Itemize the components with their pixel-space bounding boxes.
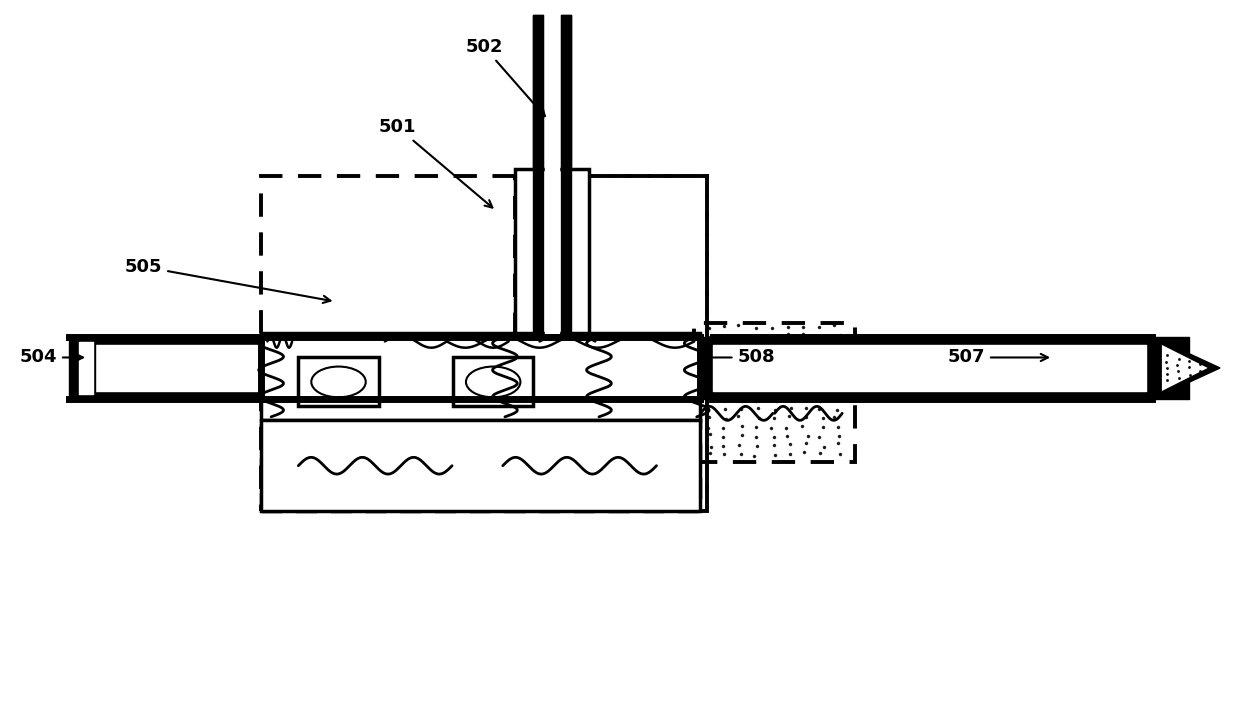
Text: 501: 501	[378, 118, 492, 207]
Text: 507: 507	[947, 348, 1048, 367]
Bar	[299, 358, 378, 407]
Text: 508: 508	[699, 348, 775, 367]
Polygon shape	[1152, 336, 1220, 400]
Text: 502: 502	[465, 38, 544, 116]
Bar	[262, 333, 701, 421]
Text: 505: 505	[125, 258, 330, 303]
Bar	[515, 169, 589, 333]
Bar	[262, 421, 701, 511]
Polygon shape	[1162, 345, 1208, 391]
Bar	[453, 358, 533, 407]
Text: 504: 504	[20, 348, 83, 367]
